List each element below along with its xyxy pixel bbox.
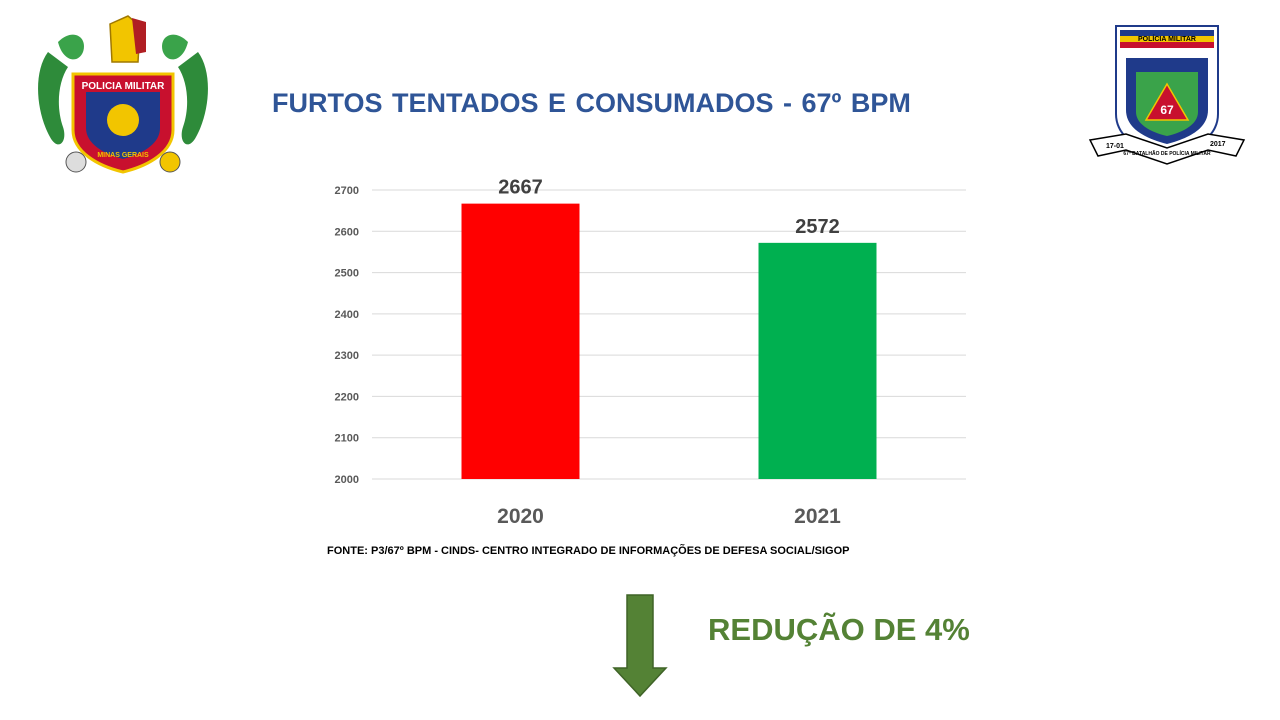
- right-logo-year-left: 17-01: [1106, 143, 1124, 150]
- y-tick-label: 2000: [335, 474, 359, 486]
- y-tick-label: 2500: [335, 268, 359, 280]
- data-label-2021: 2572: [795, 216, 840, 238]
- y-tick-label: 2300: [335, 350, 359, 362]
- chart-x-axis: 2020 2021: [497, 505, 841, 528]
- chart-y-axis: 2000 2100 2200 2300 2400 2500 2600 2700: [335, 185, 359, 486]
- y-tick-label: 2600: [335, 226, 359, 238]
- reduction-text: REDUÇÃO DE 4%: [708, 612, 970, 647]
- data-label-2020: 2667: [498, 177, 543, 199]
- left-logo-text: POLICIA MILITAR: [82, 81, 166, 92]
- y-tick-label: 2700: [335, 185, 359, 197]
- chart-bars: [461, 203, 877, 480]
- x-tick-label: 2021: [794, 505, 841, 528]
- right-logo-text: POLÍCIA MILITAR: [1138, 34, 1196, 43]
- bar-2021: [758, 242, 877, 479]
- source-note: FONTE: P3/67º BPM - CINDS- CENTRO INTEGR…: [327, 545, 850, 557]
- page-title: FURTOS TENTADOS E CONSUMADOS - 67º BPM: [272, 88, 911, 118]
- y-tick-label: 2200: [335, 391, 359, 403]
- down-arrow-icon: [612, 594, 668, 698]
- 67-bpm-badge-icon: POLÍCIA MILITAR 67 17-01 2017 67º BATALH…: [1088, 25, 1246, 165]
- right-logo-banner: 67º BATALHÃO DE POLÍCIA MILITAR: [1123, 149, 1211, 157]
- y-tick-label: 2400: [335, 309, 359, 321]
- bar-2020: [461, 203, 580, 480]
- right-logo-year-right: 2017: [1210, 141, 1226, 148]
- chart-data-labels: 2667 2572: [498, 177, 840, 238]
- x-tick-label: 2020: [497, 505, 544, 528]
- y-tick-label: 2100: [335, 433, 359, 445]
- pmmg-coat-of-arms-icon: POLICIA MILITAR MINAS GERAIS: [38, 15, 208, 174]
- right-logo-number: 67: [1160, 103, 1174, 117]
- chart-gridlines: [372, 189, 966, 480]
- left-logo-subtext: MINAS GERAIS: [97, 152, 149, 159]
- bar-chart: 2000 2100 2200 2300 2400 2500 2600 2700 2667 257…: [335, 177, 966, 528]
